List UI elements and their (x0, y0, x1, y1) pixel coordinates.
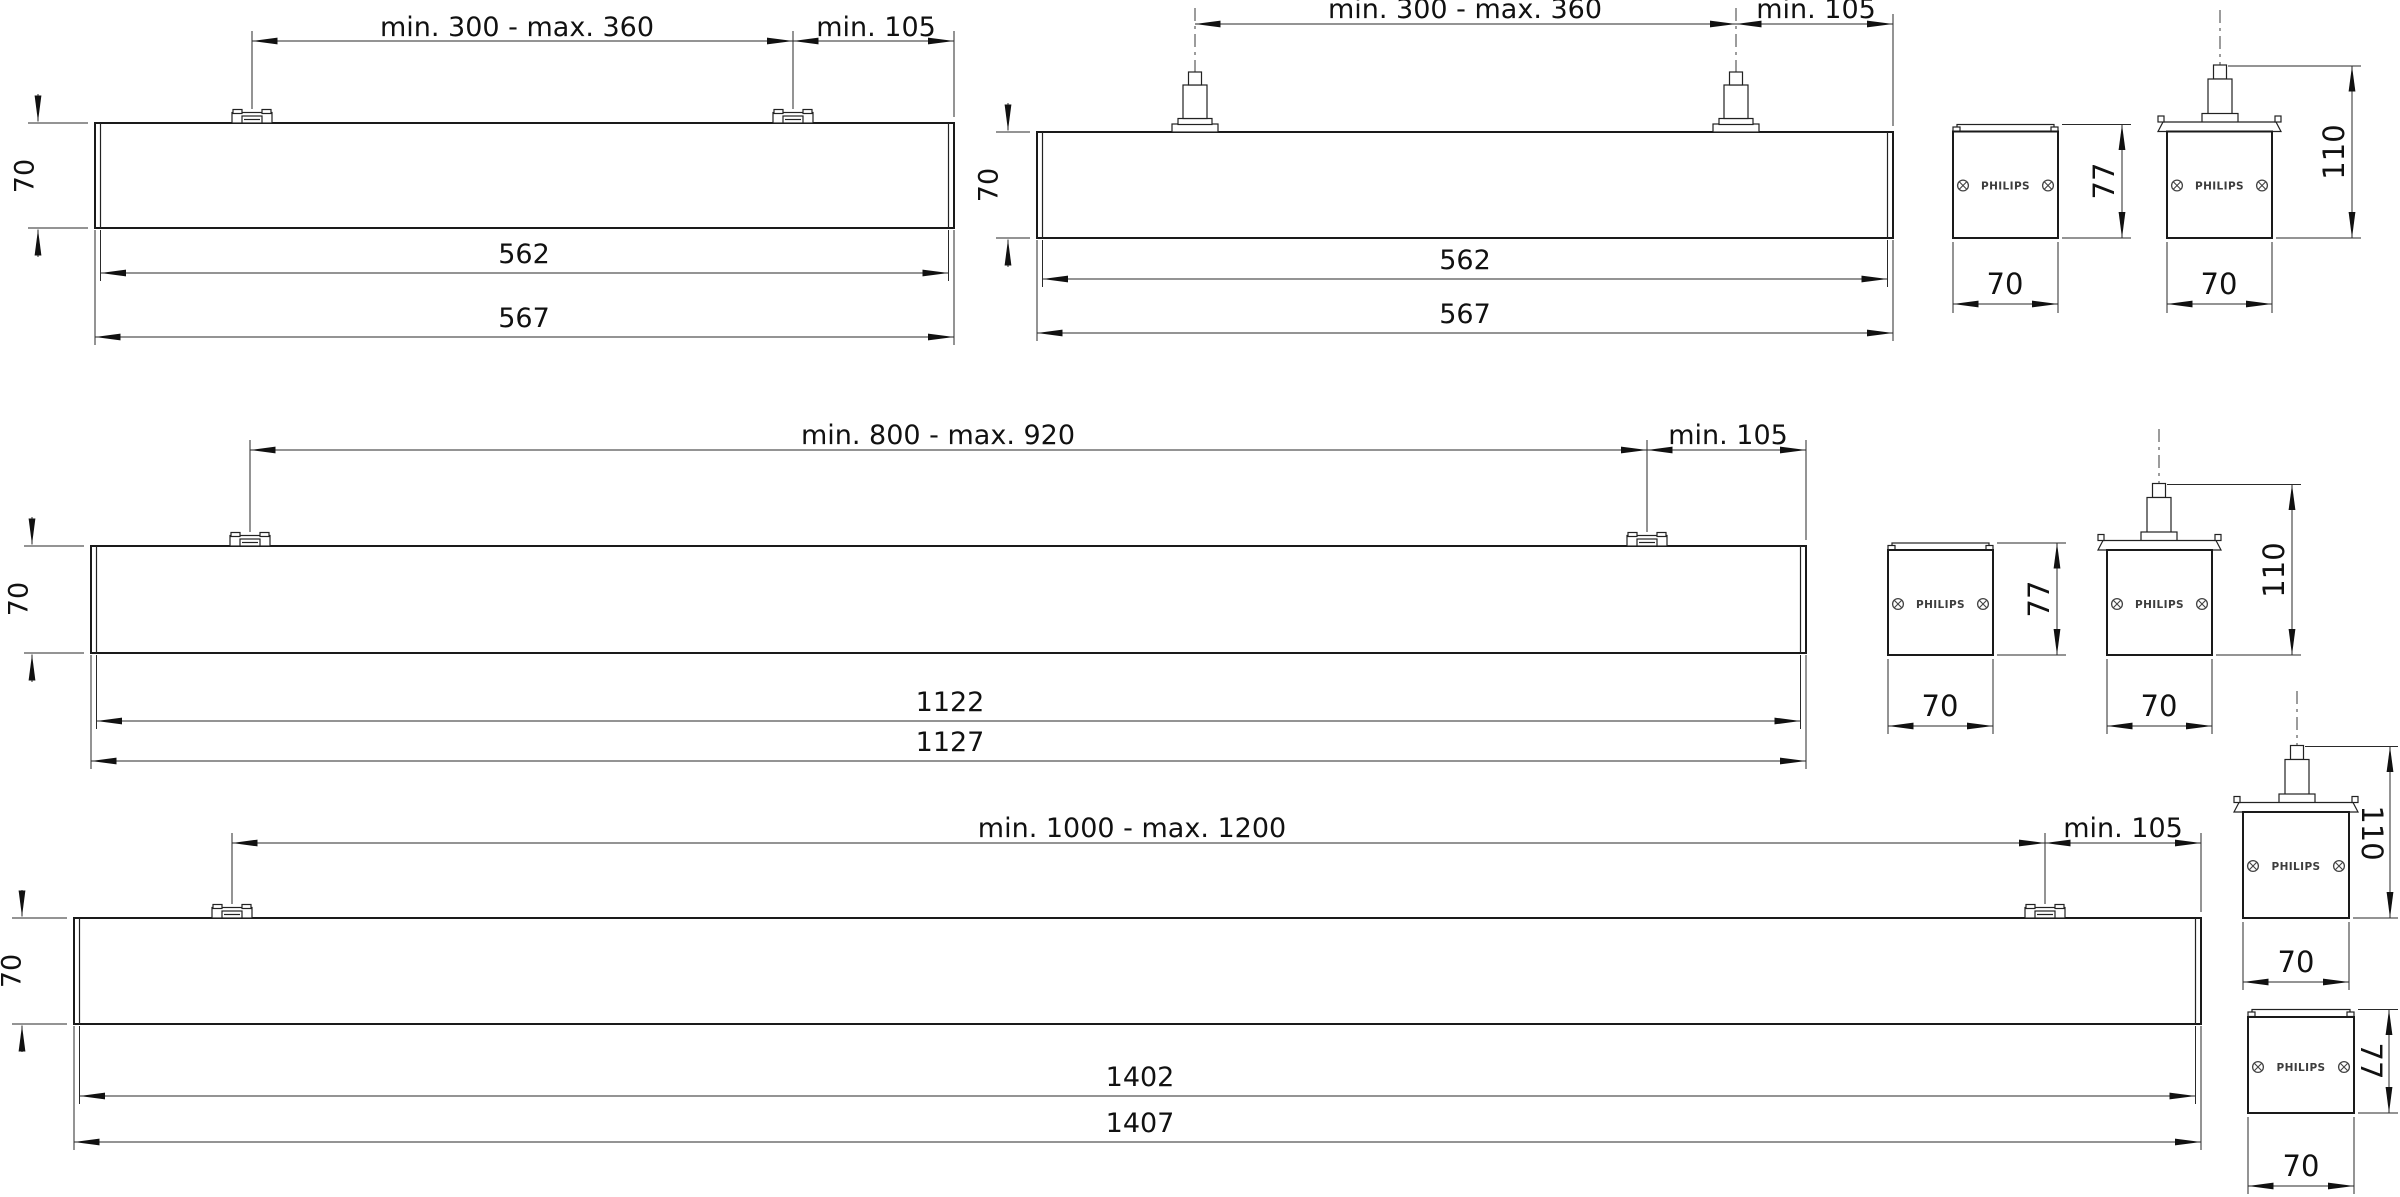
brand-label: PHILIPS (2135, 599, 2184, 611)
length-outer-label: 1127 (916, 727, 985, 758)
width-dimension: 70 (1952, 242, 2059, 313)
height-dimension: 77 (1997, 542, 2066, 656)
width-label: 70 (2201, 267, 2238, 301)
screw-icon (2332, 859, 2346, 873)
row3-suspended-end-view: PHILIPS 110 70 (2233, 691, 2398, 990)
length-outer-label: 567 (498, 303, 550, 334)
span-label: min. 800 - max. 920 (801, 420, 1075, 451)
height-label: 110 (2257, 542, 2291, 597)
height-label: 110 (2355, 805, 2389, 860)
row2-side-view: min. 800 - max. 920 min. 105 70 1122 112… (3, 420, 1807, 769)
width-dimension: 70 (1887, 659, 1994, 734)
mounting-clip-icon (229, 531, 271, 547)
height-label: 70 (3, 582, 34, 616)
height-label: 77 (2087, 163, 2121, 200)
height-label: 70 (973, 168, 1004, 202)
row2-suspended-end-view: PHILIPS 110 70 (2097, 429, 2301, 734)
brand-label: PHILIPS (1916, 599, 1965, 611)
height-dimension: 110 (2228, 65, 2361, 239)
wire-gripper-icon (2278, 691, 2316, 804)
width-label: 70 (1922, 689, 1959, 723)
height-dimension: 110 (2305, 746, 2398, 919)
screw-icon (2246, 859, 2260, 873)
height-label: 70 (9, 159, 40, 193)
row3-side-view: min. 1000 - max. 1200 min. 105 70 1402 1… (0, 813, 2202, 1150)
span-dimension: min. 300 - max. 360 min. 105 (251, 12, 955, 117)
row1-suspended-side-view: min. 300 - max. 360 min. 105 70 562 567 (973, 0, 1894, 341)
height-dimension: 70 (973, 103, 1030, 267)
brand-label: PHILIPS (2271, 861, 2320, 873)
height-dimension: 70 (3, 517, 84, 682)
height-dimension: 70 (9, 94, 88, 257)
width-label: 70 (2141, 689, 2178, 723)
row1-suspended-end-view: PHILIPS 110 70 (2157, 10, 2361, 313)
span-dimension: min. 300 - max. 360 min. 105 (1195, 0, 1894, 126)
end-distance-label: min. 105 (2063, 813, 2183, 844)
screw-icon (1891, 597, 1905, 611)
span-dimension: min. 1000 - max. 1200 min. 105 (231, 813, 2202, 912)
span-label: min. 300 - max. 360 (1328, 0, 1602, 25)
end-distance-label: min. 105 (1668, 420, 1788, 451)
wire-gripper-icon (1171, 8, 1219, 133)
screw-icon (2110, 597, 2124, 611)
height-dimension: 70 (0, 890, 67, 1052)
width-dimension: 70 (2166, 242, 2273, 313)
height-label: 70 (0, 954, 27, 988)
screw-icon (2195, 597, 2209, 611)
screw-icon (2041, 179, 2055, 192)
row1-surface-end-view: PHILIPS 77 70 (1952, 123, 2131, 313)
length-dimensions: 1402 1407 (73, 1026, 2202, 1150)
span-dimension: min. 800 - max. 920 min. 105 (249, 420, 1807, 540)
mounting-clip-icon (231, 108, 273, 124)
brand-label: PHILIPS (2195, 181, 2244, 193)
screw-icon (1976, 597, 1990, 611)
wire-gripper-icon (2140, 429, 2178, 542)
length-inner-label: 1402 (1106, 1062, 1175, 1093)
height-dimension: 110 (2167, 484, 2301, 656)
height-label: 77 (2022, 581, 2056, 618)
width-dimension: 70 (2247, 1117, 2355, 1194)
length-outer-label: 1407 (1106, 1108, 1175, 1139)
width-label: 70 (2278, 945, 2315, 979)
brand-label: PHILIPS (1981, 181, 2030, 193)
height-dimension: 77 (2354, 1009, 2398, 1114)
end-distance-label: min. 105 (1756, 0, 1876, 25)
row2-surface-end-view: PHILIPS 77 70 (1887, 542, 2066, 734)
brand-label: PHILIPS (2276, 1062, 2325, 1074)
length-inner-label: 1122 (916, 687, 985, 718)
mounting-clip-icon (2024, 903, 2066, 919)
height-label: 110 (2317, 124, 2351, 179)
mounting-clip-icon (1626, 531, 1668, 547)
screw-icon (2337, 1060, 2351, 1074)
span-label: min. 300 - max. 360 (380, 12, 654, 43)
length-dimensions: 562 567 (94, 230, 955, 345)
wire-gripper-icon (2201, 10, 2239, 124)
width-dimension: 70 (2106, 659, 2213, 734)
length-dimensions: 1122 1127 (90, 655, 1807, 769)
screw-icon (2170, 179, 2184, 192)
span-label: min. 1000 - max. 1200 (978, 813, 1286, 844)
length-outer-label: 567 (1439, 299, 1491, 330)
screw-icon (1956, 179, 1970, 192)
height-label: 77 (2354, 1043, 2388, 1080)
width-dimension: 70 (2242, 922, 2350, 990)
wire-gripper-icon (1712, 8, 1760, 133)
width-label: 70 (2283, 1149, 2320, 1183)
width-label: 70 (1987, 267, 2024, 301)
height-dimension: 77 (2062, 124, 2131, 239)
length-inner-label: 562 (1439, 245, 1491, 276)
mounting-clip-icon (772, 108, 814, 124)
row1-surface-side-view: min. 300 - max. 360 min. 105 70 562 567 (9, 12, 955, 345)
screw-icon (2251, 1060, 2265, 1074)
row3-surface-end-view: PHILIPS 77 70 (2247, 1008, 2398, 1194)
length-inner-label: 562 (498, 239, 550, 270)
mounting-clip-icon (211, 903, 253, 919)
length-dimensions: 562 567 (1036, 240, 1894, 341)
screw-icon (2255, 179, 2269, 192)
end-distance-label: min. 105 (816, 12, 936, 43)
